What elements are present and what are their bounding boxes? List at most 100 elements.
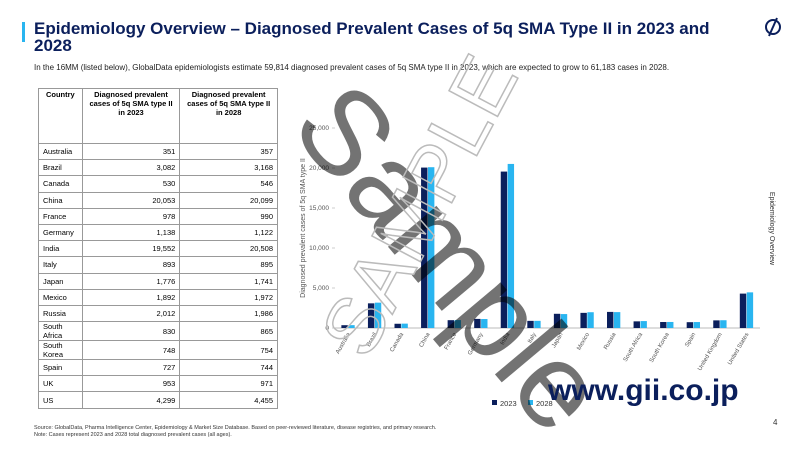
bar bbox=[553, 313, 561, 328]
bar bbox=[713, 320, 720, 328]
side-label: Epidemiology Overview bbox=[768, 191, 776, 266]
y-tick-label: 10,000 bbox=[309, 245, 329, 252]
legend-label: 2023 bbox=[500, 399, 517, 408]
column-header: Diagnosed prevalent cases of 5q SMA type… bbox=[179, 88, 278, 144]
bar bbox=[660, 322, 667, 328]
bar bbox=[587, 312, 594, 328]
table-row: UK 953 971 bbox=[38, 375, 278, 393]
legend-swatch bbox=[528, 400, 533, 405]
source-text: Source: GlobalData, Pharma Intelligence … bbox=[34, 425, 437, 431]
page-number: 4 bbox=[773, 418, 778, 427]
table-cell: Japan bbox=[38, 272, 83, 290]
bar bbox=[746, 292, 754, 328]
y-tick-label: 15,000 bbox=[309, 205, 329, 212]
legend-swatch bbox=[492, 400, 497, 405]
column-header: Country bbox=[38, 88, 83, 144]
bar bbox=[367, 303, 375, 328]
y-tick-label: 5,000 bbox=[313, 285, 330, 292]
table-cell: 4,299 bbox=[81, 391, 181, 409]
title-accent bbox=[22, 22, 25, 42]
table-row: France 978 990 bbox=[38, 207, 278, 225]
subtitle: In the 16MM (listed below), GlobalData e… bbox=[34, 63, 670, 72]
bar bbox=[421, 167, 428, 328]
bar bbox=[394, 323, 401, 328]
x-tick-label: Brazil bbox=[366, 332, 379, 348]
bar bbox=[720, 320, 727, 328]
bar bbox=[580, 312, 587, 328]
table-row: India 19,552 20,508 bbox=[38, 240, 278, 258]
x-tick-label: Italy bbox=[527, 332, 538, 345]
x-tick-label: Spain bbox=[684, 332, 697, 348]
table-row: Russia 2,012 1,986 bbox=[38, 304, 278, 323]
table-cell: Italy bbox=[38, 256, 83, 274]
table-cell: India bbox=[38, 240, 83, 258]
bar bbox=[534, 320, 541, 328]
table-cell: Australia bbox=[38, 142, 83, 161]
x-tick-label: South Africa bbox=[623, 331, 645, 363]
y-tick-label: 20,000 bbox=[309, 165, 329, 172]
table-row: US 4,299 4,455 bbox=[38, 391, 278, 409]
x-tick-label: Canada bbox=[389, 331, 405, 353]
x-tick-label: South Korea bbox=[649, 331, 671, 363]
table-cell: 3,168 bbox=[179, 159, 278, 177]
bar bbox=[613, 312, 621, 328]
table-row: Germany 1,138 1,122 bbox=[38, 223, 278, 242]
bar bbox=[481, 319, 488, 328]
table-cell: 1,986 bbox=[179, 304, 278, 323]
table-row: South Korea 748 754 bbox=[38, 340, 278, 361]
table-cell: Brazil bbox=[38, 159, 83, 177]
logo bbox=[765, 17, 781, 37]
bar bbox=[500, 171, 508, 328]
source: Source: GlobalData, Pharma Intelligence … bbox=[34, 425, 436, 439]
table-cell: China bbox=[38, 191, 83, 209]
bar bbox=[640, 321, 647, 328]
table-cell: UK bbox=[38, 375, 83, 393]
x-tick-label: United Kingdom bbox=[697, 332, 724, 372]
table-row: South Africa 830 865 bbox=[38, 321, 278, 342]
data-table: Country Diagnosed prevalent cases of 5q S… bbox=[38, 88, 278, 409]
bar bbox=[607, 311, 614, 328]
bar bbox=[693, 322, 700, 328]
table-cell: Germany bbox=[38, 223, 83, 242]
bar bbox=[527, 320, 534, 328]
table-header: Country Diagnosed prevalent cases of 5q S… bbox=[38, 88, 278, 144]
table-cell: 990 bbox=[179, 207, 278, 225]
table-row: Spain 727 744 bbox=[38, 359, 278, 377]
x-tick-label: Germany bbox=[467, 332, 485, 356]
bar bbox=[739, 293, 747, 328]
x-tick-label: United States bbox=[727, 332, 750, 366]
bar bbox=[454, 320, 461, 328]
table-body: Australia 351 357 Brazil 3,082 3,168 Canada 530… bbox=[38, 142, 278, 409]
bar bbox=[560, 314, 568, 328]
y-tick-label: 0 bbox=[325, 325, 329, 332]
table-row: Brazil 3,082 3,168 bbox=[38, 159, 278, 177]
bar bbox=[447, 320, 455, 328]
bar bbox=[348, 325, 355, 328]
y-axis-label: Diagnosed prevalent cases of 5q SMA type… bbox=[300, 158, 307, 298]
note-text: Note: Cases represent 2023 and 2028 tota… bbox=[34, 432, 232, 438]
bar bbox=[686, 322, 694, 328]
x-tick-label: Mexico bbox=[576, 331, 591, 351]
table-row: Japan 1,776 1,741 bbox=[38, 272, 278, 290]
x-tick-label: France bbox=[444, 331, 459, 351]
bar bbox=[401, 323, 408, 328]
table-cell: Spain bbox=[38, 359, 83, 377]
table-cell: France bbox=[38, 207, 83, 225]
x-tick-label: Japan bbox=[551, 332, 564, 349]
bar bbox=[341, 325, 348, 328]
y-tick-label: 25,000 bbox=[309, 125, 329, 132]
x-tick-label: China bbox=[419, 331, 432, 348]
table-row: China 20,053 20,099 bbox=[38, 191, 278, 209]
x-tick-label: Russia bbox=[603, 331, 618, 350]
bar bbox=[507, 163, 515, 328]
bar bbox=[427, 167, 435, 328]
bar bbox=[474, 318, 481, 328]
table-row: Italy 893 895 bbox=[38, 256, 278, 274]
bar bbox=[633, 321, 640, 328]
x-tick-label: India bbox=[500, 331, 512, 346]
title: Epidemiology Overview – Diagnosed Preval… bbox=[34, 19, 710, 55]
bar bbox=[374, 302, 382, 328]
legend-label: 2028 bbox=[536, 399, 553, 408]
x-tick-label: Australia bbox=[335, 331, 352, 355]
